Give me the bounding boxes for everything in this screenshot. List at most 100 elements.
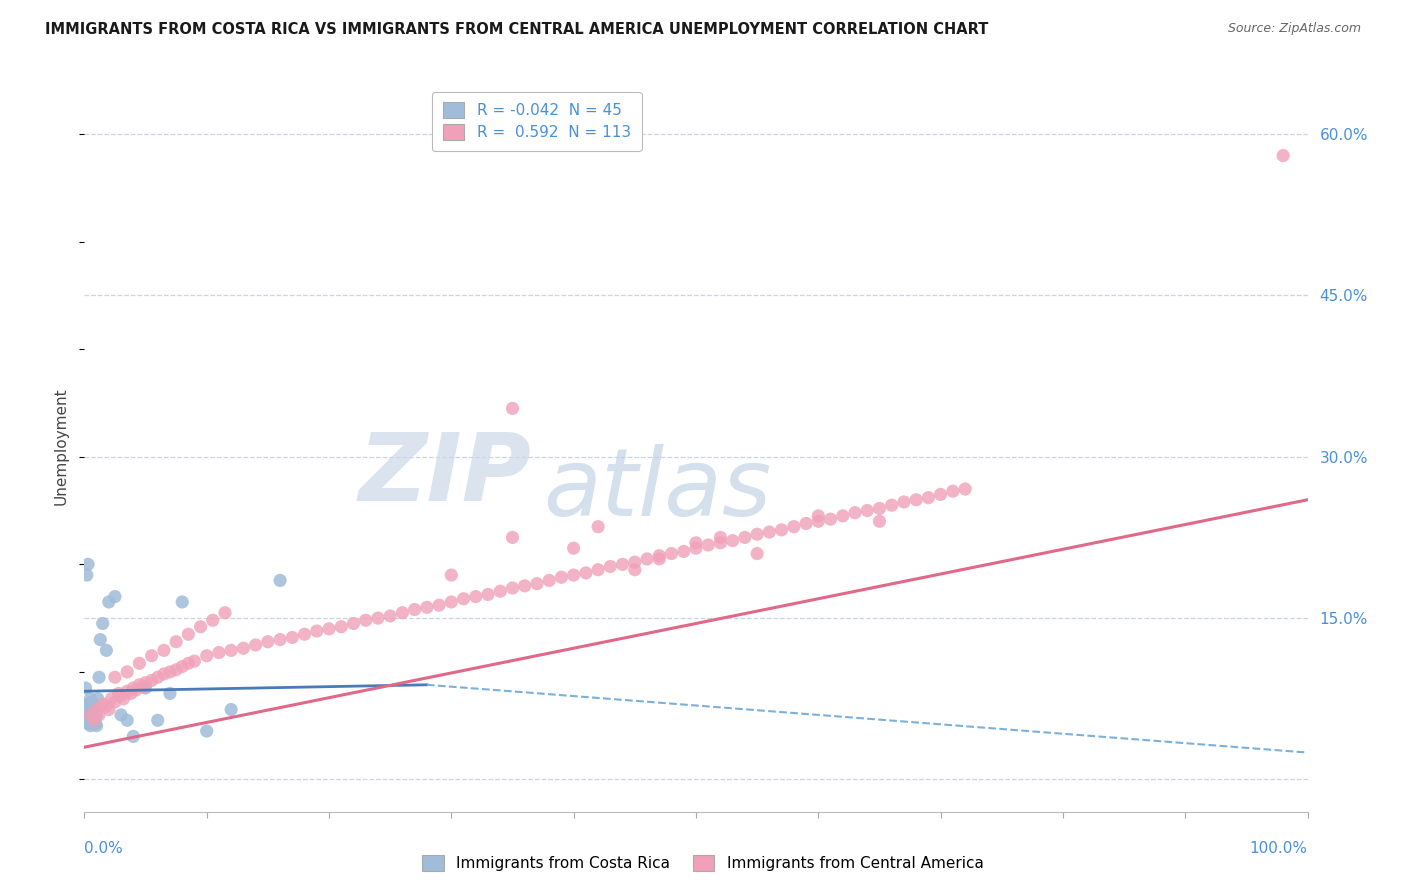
Point (195, 724, 218, 739)
Point (367, 611, 389, 625)
Point (489, 584, 512, 599)
Text: IMMIGRANTS FROM COSTA RICA VS IMMIGRANTS FROM CENTRAL AMERICA UNEMPLOYMENT CORRE: IMMIGRANTS FROM COSTA RICA VS IMMIGRANTS… (45, 22, 988, 37)
Point (219, 702, 242, 716)
Point (107, 686, 129, 700)
Point (269, 632, 291, 647)
Point (685, 536, 707, 550)
Point (208, 646, 231, 660)
Point (97, 595, 120, 609)
Point (269, 574, 291, 588)
Point (77, 558, 100, 572)
Point (84, 716, 107, 731)
Point (177, 657, 200, 671)
Point (122, 681, 145, 695)
Point (77, 707, 100, 722)
Point (807, 508, 830, 523)
Point (100, 691, 122, 706)
Point (135, 675, 157, 690)
Point (794, 516, 817, 531)
Point (219, 643, 242, 657)
Point (82, 707, 104, 722)
Point (464, 590, 486, 604)
Point (115, 714, 138, 728)
Point (624, 563, 647, 577)
Point (734, 530, 756, 544)
Point (82, 699, 104, 714)
Point (807, 514, 830, 528)
Point (115, 665, 138, 679)
Point (599, 559, 621, 574)
Point (342, 616, 364, 631)
Point (146, 670, 169, 684)
Point (538, 574, 561, 588)
Point (128, 678, 150, 692)
Point (141, 648, 163, 663)
Point (201, 613, 224, 627)
Point (104, 695, 127, 709)
Point (79, 691, 101, 706)
Point (146, 714, 169, 728)
Point (96, 699, 118, 714)
Point (709, 530, 731, 544)
Y-axis label: Unemployment: Unemployment (53, 387, 69, 505)
Point (76, 714, 98, 728)
Point (953, 482, 976, 496)
Point (575, 566, 598, 580)
Point (77, 699, 100, 714)
Point (96, 643, 118, 657)
Point (76, 568, 98, 582)
Point (416, 600, 439, 615)
Point (1272, 148, 1295, 162)
Point (869, 514, 891, 528)
Point (404, 602, 426, 616)
Point (929, 487, 952, 501)
Point (770, 523, 793, 537)
Point (562, 568, 585, 582)
Point (110, 707, 132, 722)
Point (354, 613, 377, 627)
Point (153, 643, 176, 657)
Point (80, 704, 103, 718)
Point (318, 622, 340, 636)
Point (77, 706, 100, 720)
Point (685, 541, 707, 556)
Point (183, 654, 205, 668)
Point (80, 695, 103, 709)
Point (177, 627, 200, 641)
Point (942, 484, 965, 499)
Text: atlas: atlas (543, 444, 772, 535)
Text: 100.0%: 100.0% (1250, 841, 1308, 856)
Point (440, 568, 463, 582)
Point (83, 714, 105, 728)
Point (172, 595, 194, 609)
Point (80, 714, 103, 728)
Point (91, 697, 114, 711)
Point (869, 501, 891, 516)
Text: 0.0%: 0.0% (84, 841, 124, 856)
Point (83, 702, 105, 716)
Point (110, 689, 132, 703)
Point (77, 716, 100, 731)
Point (502, 401, 524, 416)
Point (453, 591, 475, 606)
Point (905, 492, 928, 507)
Point (747, 527, 769, 541)
Point (86, 719, 108, 733)
Point (612, 558, 634, 572)
Point (115, 684, 138, 698)
Point (747, 547, 769, 561)
Point (153, 667, 176, 681)
Point (125, 683, 148, 698)
Point (97, 702, 120, 716)
Point (661, 547, 683, 561)
Point (86, 702, 108, 716)
Point (91, 616, 114, 631)
Point (87, 691, 110, 706)
Point (880, 498, 903, 512)
Point (159, 686, 181, 700)
Point (783, 519, 806, 533)
Point (648, 552, 671, 566)
Point (165, 634, 187, 648)
Point (820, 512, 842, 526)
Point (893, 495, 915, 509)
